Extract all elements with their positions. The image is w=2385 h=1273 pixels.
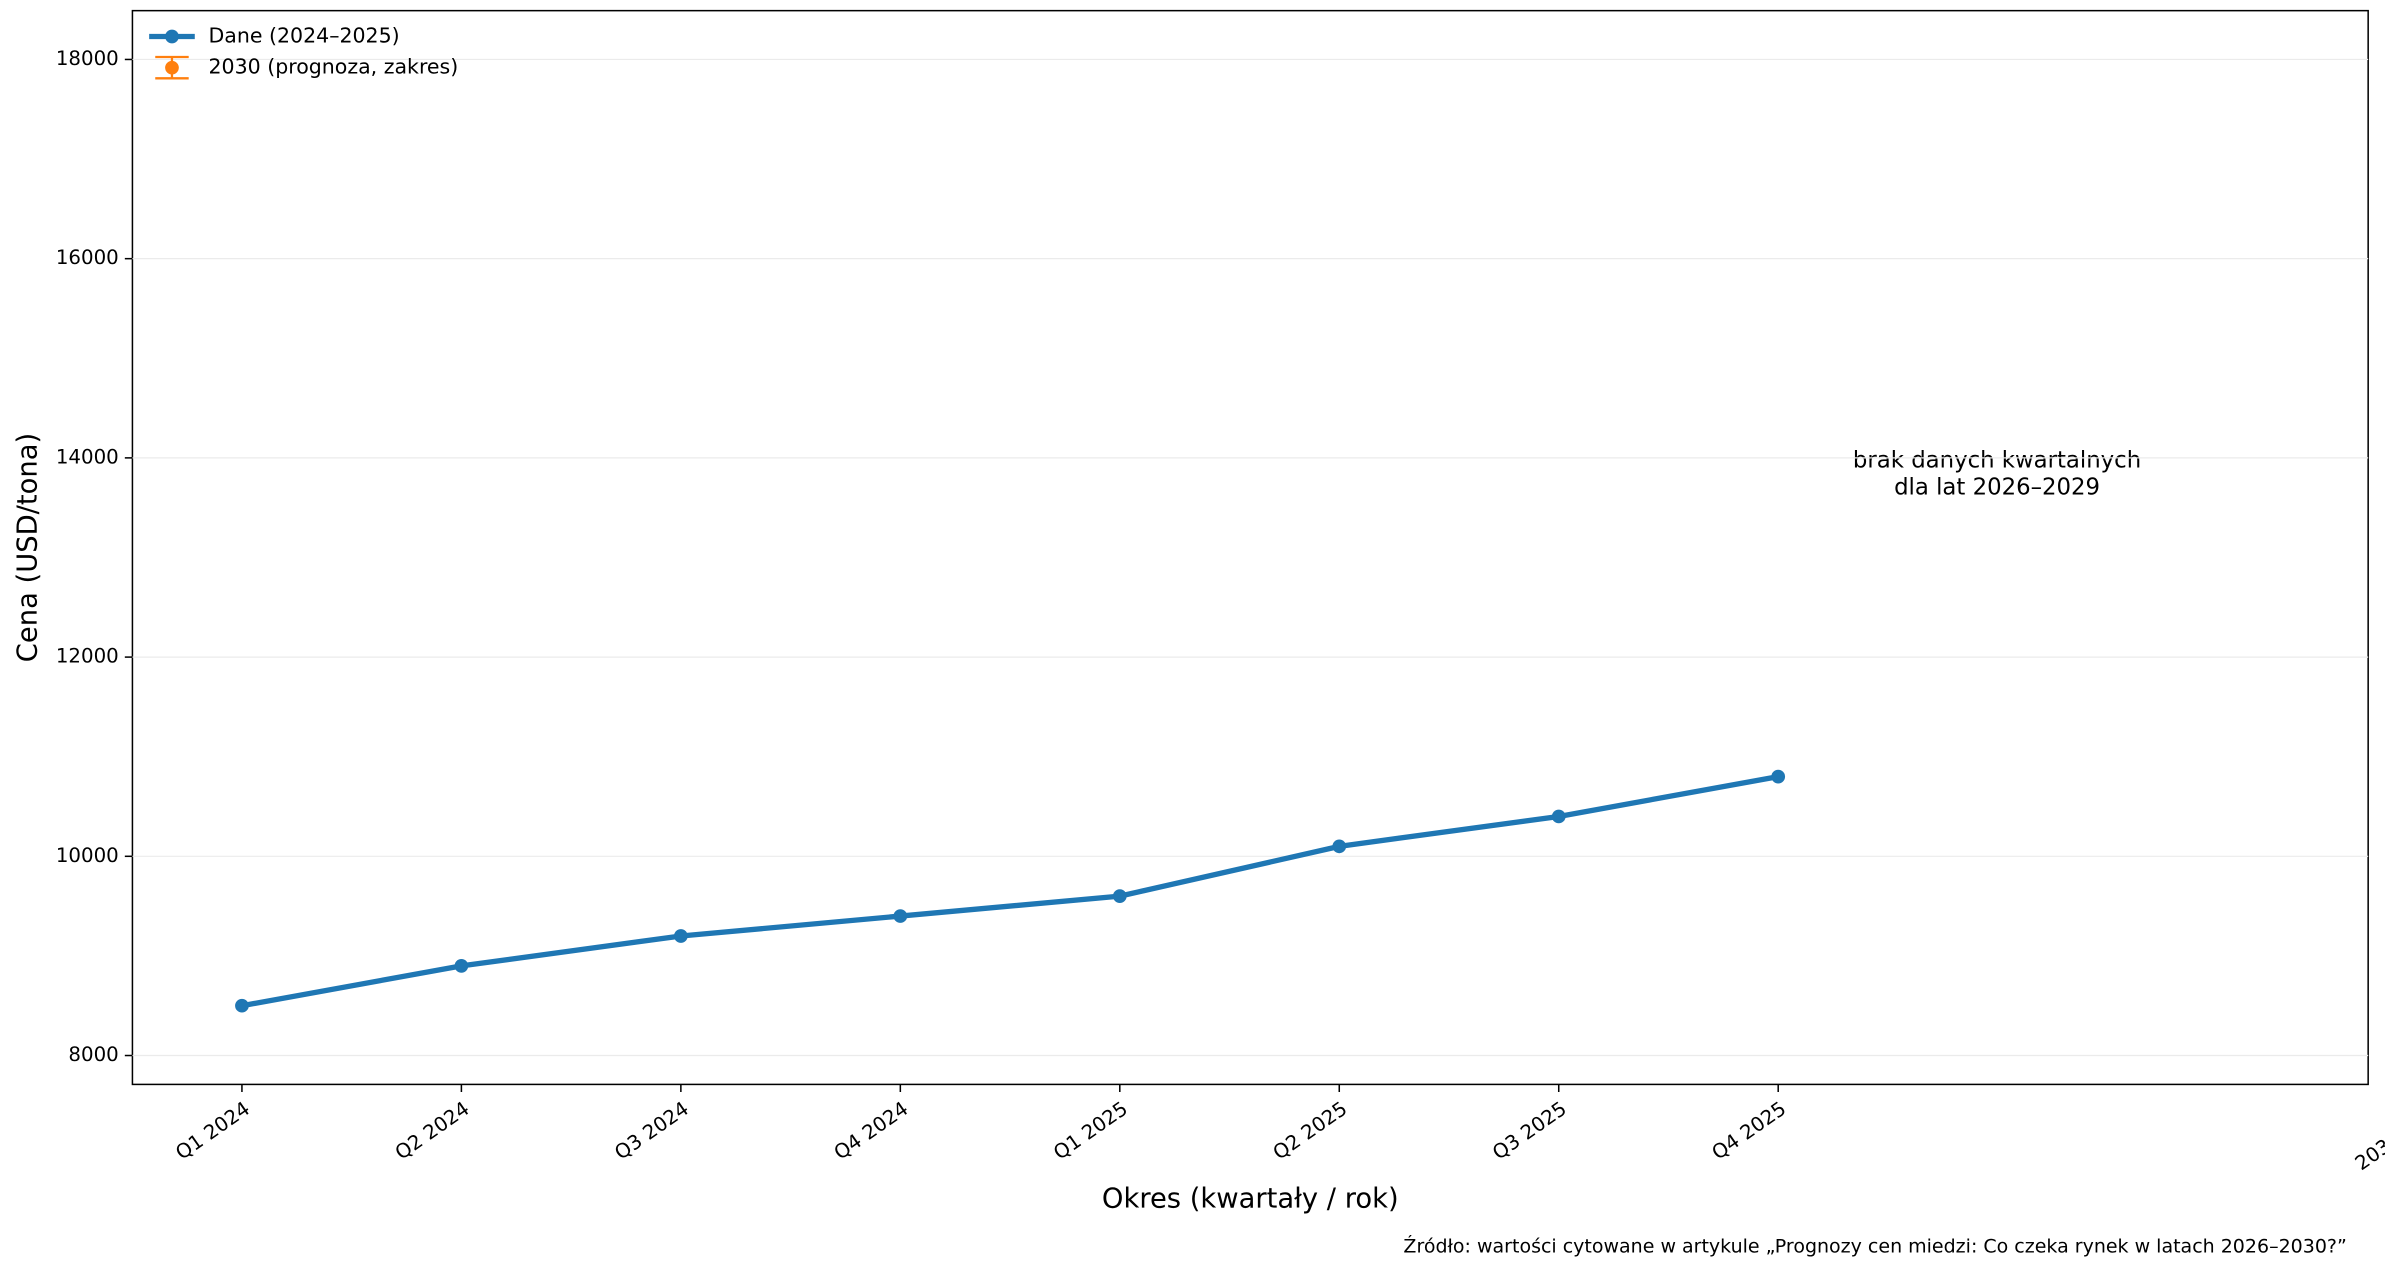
x-tick-label: Q3 2025 [1488,1097,1571,1164]
annotation: brak danych kwartalnych [1853,447,2141,473]
data-point [893,909,908,923]
x-tick-label: Q2 2024 [391,1097,474,1164]
y-axis-label: Cena (USD/tona) [13,433,44,662]
x-tick-label: Q4 2025 [1708,1097,1791,1164]
x-tick-label: Q2 2025 [1269,1097,1352,1164]
data-point [1112,889,1127,903]
data-point [235,998,249,1013]
data-point [1551,809,1566,824]
x-tick-label: Q1 2025 [1049,1097,1132,1164]
legend-swatch [165,29,179,44]
x-tick-label: Q4 2024 [830,1097,913,1164]
data-point [1771,769,1786,784]
legend-swatch [165,60,179,75]
data-point [1332,839,1347,854]
annotation: dla lat 2026–2029 [1894,475,2100,501]
legend-label: Dane (2024–2025) [208,24,399,48]
data-line [241,774,1779,1009]
x-tick-label: Q1 2024 [171,1097,254,1164]
y-tick-label: 14000 [56,445,119,468]
source-note: Źródło: wartości cytowane w artykule „Pr… [1403,1235,2346,1258]
data-point [454,959,469,973]
y-tick-label: 12000 [56,645,119,668]
y-tick-label: 10000 [56,844,119,867]
plot-frame [131,9,2369,1086]
data-point [674,929,688,943]
x-tick-label: 2030 (rok) [2351,1097,2385,1175]
y-tick-label: 8000 [68,1043,118,1066]
x-axis-label: Okres (kwartały / rok) [1102,1183,1399,1214]
legend-label: 2030 (prognoza, zakres) [208,55,458,79]
y-tick-label: 18000 [56,47,119,70]
y-tick-label: 16000 [56,246,119,269]
x-tick-label: Q3 2024 [610,1097,693,1164]
